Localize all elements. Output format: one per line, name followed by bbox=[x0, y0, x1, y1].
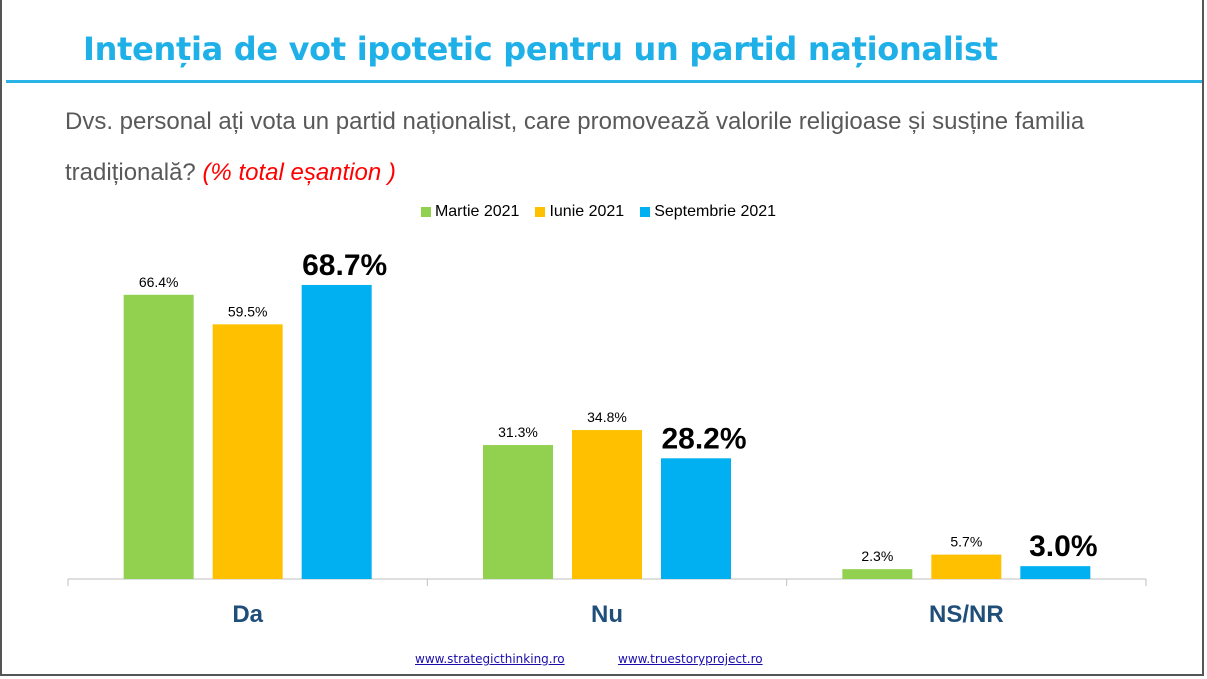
bar-ns-nr-iunie-2021 bbox=[931, 554, 1002, 579]
bar-da-iunie-2021 bbox=[212, 324, 283, 579]
question-text: Dvs. personal ați vota un partid naționa… bbox=[65, 96, 1145, 198]
data-label-ns-nr-martie-2021: 2.3% bbox=[861, 548, 893, 564]
data-label-nu-septembrie-2021: 28.2% bbox=[661, 422, 746, 455]
footer-link-strategicthinking[interactable]: www.strategicthinking.ro bbox=[415, 652, 565, 666]
question-body: Dvs. personal ați vota un partid naționa… bbox=[65, 108, 1085, 186]
data-label-nu-martie-2021: 31.3% bbox=[498, 424, 538, 440]
data-label-nu-iunie-2021: 34.8% bbox=[587, 409, 627, 425]
bar-ns-nr-septembrie-2021 bbox=[1020, 566, 1091, 579]
bar-da-martie-2021 bbox=[123, 294, 194, 579]
bar-nu-martie-2021 bbox=[483, 445, 553, 579]
legend-swatch-iunie bbox=[535, 207, 546, 217]
bar-nu-septembrie-2021 bbox=[661, 458, 731, 579]
legend-label-septembrie: Septembrie 2021 bbox=[654, 203, 777, 220]
data-label-da-septembrie-2021: 68.7% bbox=[302, 249, 387, 282]
page-title: Intenția de vot ipotetic pentru un parti… bbox=[83, 30, 998, 68]
category-label-ns-nr: NS/NR bbox=[929, 601, 1004, 628]
legend-item-septembrie: Septembrie 2021 bbox=[640, 203, 776, 221]
legend-label-iunie: Iunie 2021 bbox=[549, 203, 625, 220]
legend-swatch-septembrie bbox=[640, 207, 651, 217]
legend-label-martie: Martie 2021 bbox=[434, 203, 520, 220]
title-divider bbox=[6, 80, 1202, 83]
legend-swatch-martie bbox=[420, 207, 431, 217]
legend-item-iunie: Iunie 2021 bbox=[535, 203, 624, 221]
legend-item-martie: Martie 2021 bbox=[420, 203, 520, 221]
chart-legend: Martie 2021 Iunie 2021 Septembrie 2021 bbox=[0, 203, 1207, 221]
data-label-da-martie-2021: 66.4% bbox=[139, 274, 179, 290]
bar-nu-iunie-2021 bbox=[572, 430, 642, 579]
bar-ns-nr-martie-2021 bbox=[842, 569, 913, 579]
category-label-nu: Nu bbox=[591, 601, 623, 628]
data-label-ns-nr-iunie-2021: 5.7% bbox=[950, 534, 982, 550]
category-label-da: Da bbox=[232, 601, 263, 628]
question-note: (% total eșantion ) bbox=[202, 159, 396, 186]
footer-link-truestoryproject[interactable]: www.truestoryproject.ro bbox=[618, 652, 763, 666]
data-label-ns-nr-septembrie-2021: 3.0% bbox=[1029, 530, 1097, 563]
bar-da-septembrie-2021 bbox=[301, 284, 372, 579]
data-label-da-iunie-2021: 59.5% bbox=[228, 303, 268, 319]
